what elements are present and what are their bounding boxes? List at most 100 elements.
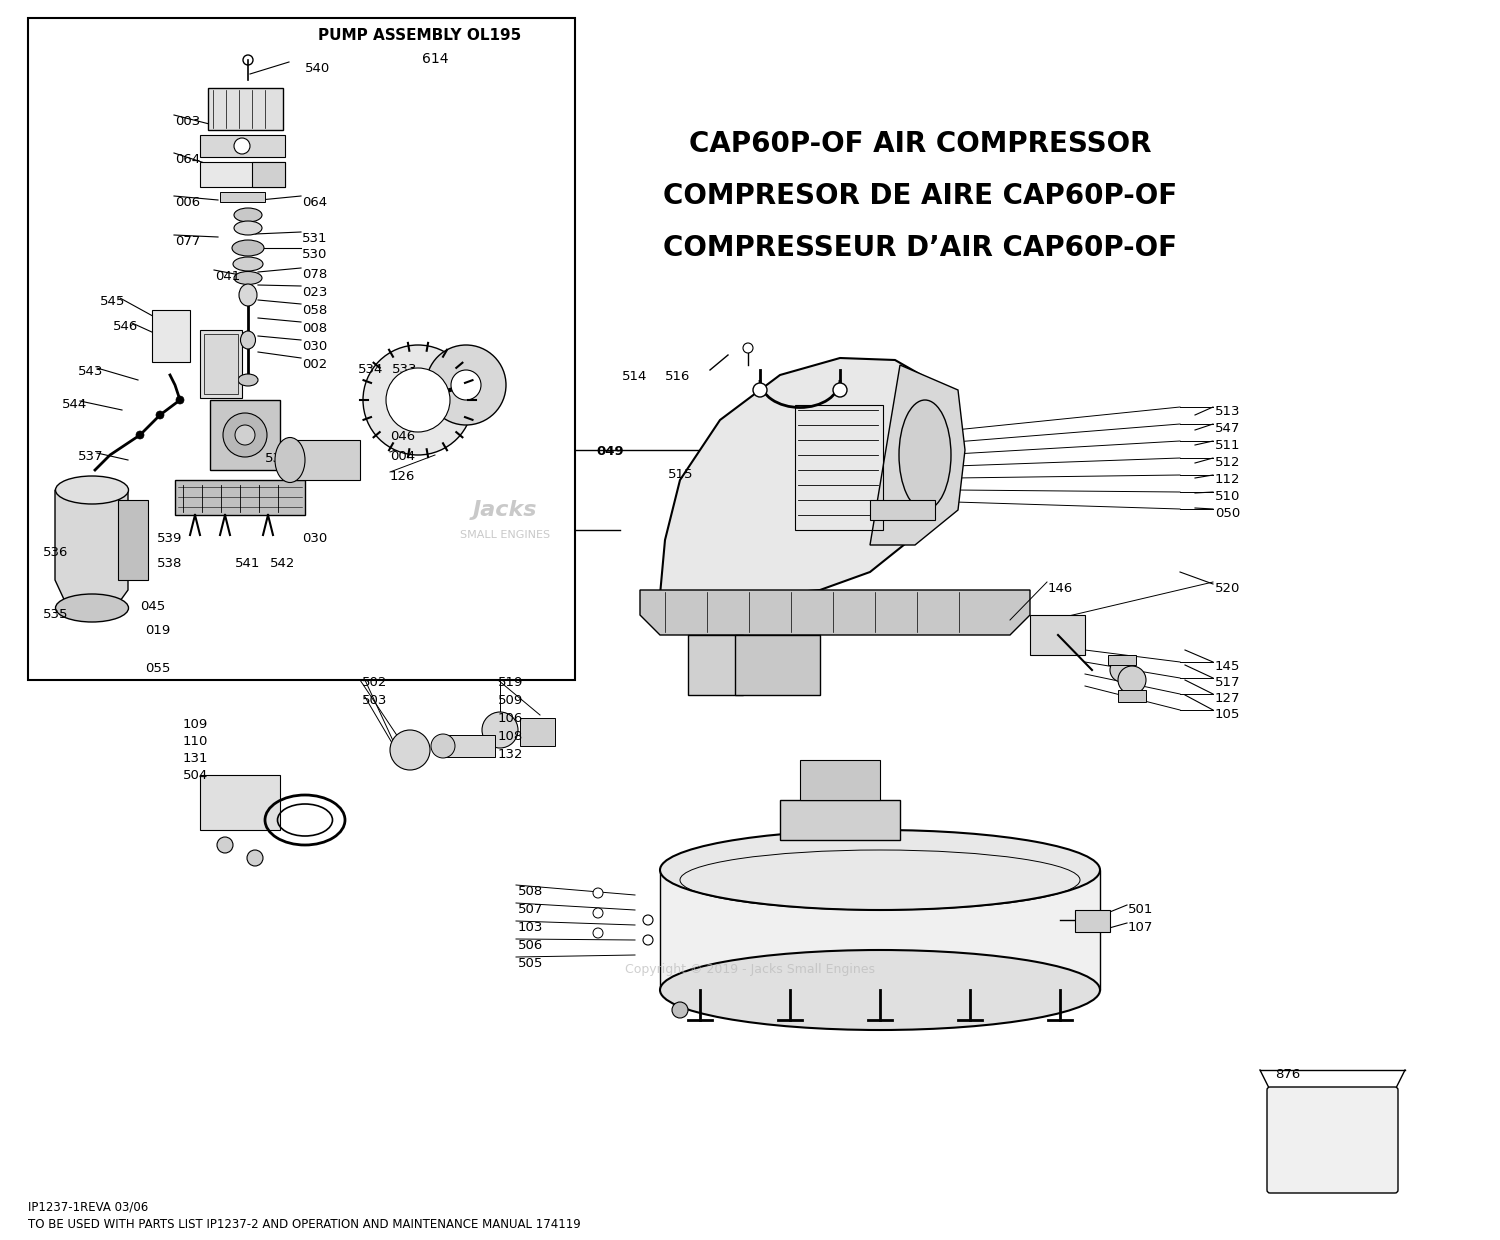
Bar <box>200 135 285 157</box>
Text: 530: 530 <box>302 248 327 260</box>
Text: 546: 546 <box>112 320 138 334</box>
Text: 503: 503 <box>362 694 387 707</box>
Text: Jacks: Jacks <box>472 500 537 520</box>
Text: 046: 046 <box>390 430 416 443</box>
Text: 019: 019 <box>146 624 170 637</box>
Ellipse shape <box>56 594 129 622</box>
Text: 132: 132 <box>498 748 523 761</box>
Bar <box>688 635 742 694</box>
Text: 614: 614 <box>422 52 448 66</box>
Text: 049: 049 <box>596 445 624 458</box>
Text: 505: 505 <box>518 957 543 970</box>
Text: 107: 107 <box>1128 921 1154 934</box>
Circle shape <box>248 849 262 866</box>
Text: CAP60P-OF AIR COMPRESSOR: CAP60P-OF AIR COMPRESSOR <box>688 130 1152 157</box>
Text: 539: 539 <box>158 532 183 546</box>
Text: 064: 064 <box>302 196 327 210</box>
Bar <box>152 310 190 362</box>
Ellipse shape <box>232 241 264 255</box>
Text: 508: 508 <box>518 885 543 898</box>
Circle shape <box>176 396 184 404</box>
Bar <box>204 334 238 394</box>
Text: PUMP ASSEMBLY OL195: PUMP ASSEMBLY OL195 <box>318 29 522 43</box>
Ellipse shape <box>660 830 1100 910</box>
Circle shape <box>224 413 267 458</box>
Text: 507: 507 <box>518 903 543 916</box>
Circle shape <box>430 734 454 758</box>
Text: 515: 515 <box>668 467 693 481</box>
Ellipse shape <box>234 272 262 284</box>
Bar <box>795 405 883 529</box>
Text: COMPRESSEUR D’AIR CAP60P-OF: COMPRESSEUR D’AIR CAP60P-OF <box>663 234 1178 262</box>
Bar <box>660 870 1100 990</box>
Circle shape <box>136 432 144 439</box>
Text: 127: 127 <box>1215 692 1240 706</box>
Text: 002: 002 <box>302 358 327 371</box>
Ellipse shape <box>240 331 255 348</box>
Text: 537: 537 <box>78 450 104 463</box>
Polygon shape <box>56 490 128 608</box>
Text: 106: 106 <box>498 712 523 725</box>
Text: 533: 533 <box>392 363 417 376</box>
Text: IP1237-1REVA 03/06: IP1237-1REVA 03/06 <box>28 1200 148 1213</box>
Text: 511: 511 <box>1215 439 1240 453</box>
Circle shape <box>742 343 753 353</box>
Circle shape <box>386 368 450 432</box>
Text: 512: 512 <box>1215 456 1240 469</box>
Text: 058: 058 <box>302 304 327 317</box>
Text: 542: 542 <box>270 557 296 570</box>
Ellipse shape <box>234 208 262 222</box>
Text: 105: 105 <box>1215 708 1240 720</box>
Text: 510: 510 <box>1215 490 1240 503</box>
Text: 050: 050 <box>1215 507 1240 520</box>
Circle shape <box>644 935 652 945</box>
Text: 145: 145 <box>1215 660 1240 673</box>
Text: 003: 003 <box>176 115 201 128</box>
Circle shape <box>363 345 472 455</box>
Circle shape <box>1286 1120 1305 1140</box>
Text: 110: 110 <box>183 735 209 748</box>
Circle shape <box>243 55 254 64</box>
Text: 538: 538 <box>158 557 183 570</box>
Circle shape <box>217 837 232 853</box>
Text: 520: 520 <box>1215 582 1240 595</box>
Text: 108: 108 <box>498 730 523 743</box>
Circle shape <box>1354 1120 1376 1140</box>
Polygon shape <box>290 440 360 480</box>
Text: 545: 545 <box>100 295 126 308</box>
Text: COMPRESOR DE AIRE CAP60P-OF: COMPRESOR DE AIRE CAP60P-OF <box>663 182 1178 210</box>
Circle shape <box>426 345 506 425</box>
Polygon shape <box>640 590 1030 635</box>
Bar <box>176 480 304 515</box>
Circle shape <box>592 908 603 918</box>
Ellipse shape <box>238 374 258 386</box>
Text: 077: 077 <box>176 236 201 248</box>
Ellipse shape <box>660 950 1100 1030</box>
Bar <box>1118 689 1146 702</box>
Bar <box>735 635 821 694</box>
Text: 078: 078 <box>302 268 327 281</box>
Text: 517: 517 <box>1215 676 1240 689</box>
Text: 064: 064 <box>176 153 200 166</box>
Ellipse shape <box>234 221 262 236</box>
Text: 543: 543 <box>78 365 104 378</box>
Text: 516: 516 <box>664 370 690 383</box>
Text: 876: 876 <box>1275 1068 1300 1081</box>
Text: SMALL ENGINES: SMALL ENGINES <box>460 529 550 539</box>
Circle shape <box>1110 658 1134 682</box>
Bar <box>1108 655 1136 665</box>
Text: 536: 536 <box>44 546 69 559</box>
Text: 509: 509 <box>498 694 523 707</box>
Text: 531: 531 <box>302 232 327 246</box>
Circle shape <box>592 888 603 898</box>
Bar <box>780 800 900 839</box>
Circle shape <box>1118 666 1146 694</box>
Text: 501: 501 <box>1128 903 1154 916</box>
Bar <box>1076 910 1110 932</box>
Text: 535: 535 <box>44 608 69 621</box>
Text: 131: 131 <box>183 751 209 765</box>
Text: Copyright © 2019 - Jacks Small Engines: Copyright © 2019 - Jacks Small Engines <box>626 963 874 977</box>
Ellipse shape <box>238 284 256 306</box>
Text: 541: 541 <box>236 557 261 570</box>
Text: 045: 045 <box>140 600 165 613</box>
